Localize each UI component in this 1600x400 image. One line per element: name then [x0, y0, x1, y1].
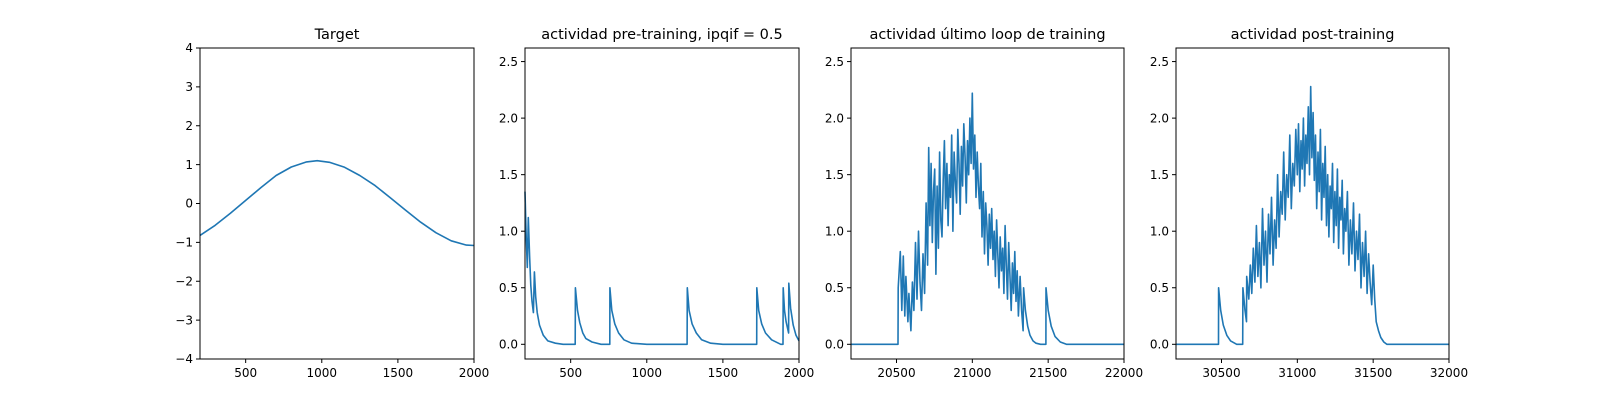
y-tick-label: −1 [175, 236, 193, 250]
series-line [851, 92, 1124, 346]
chart-panel-2: 500 1000 1500 2000 0.0 0.5 1.0 1.5 2.0 2.5 activid… [499, 27, 814, 380]
x-tick-label: 22000 [1105, 366, 1143, 380]
y-tick-label: 4 [185, 41, 193, 55]
x-tick-label: 31500 [1354, 366, 1392, 380]
series-line [1176, 85, 1449, 346]
chart-title: actividad post-training [1231, 27, 1395, 43]
y-tick-label: −4 [175, 352, 193, 366]
y-tick-label: 1.0 [499, 224, 518, 238]
x-tick-label: 30500 [1202, 366, 1240, 380]
y-tick-label: 0.5 [1150, 281, 1169, 295]
y-tick-label: 0.5 [499, 281, 518, 295]
y-tick-label: 1.0 [825, 224, 844, 238]
y-tick-label: −2 [175, 274, 193, 288]
y-tick-label: 0.0 [825, 337, 844, 351]
y-tick-label: 2.5 [499, 55, 518, 69]
y-tick-label: 0 [185, 197, 193, 211]
y-tick-label: 1.0 [1150, 224, 1169, 238]
y-tick-label: 1 [185, 158, 193, 172]
y-tick-label: 3 [185, 80, 193, 94]
x-tick-label: 500 [234, 366, 257, 380]
x-tick-label: 31000 [1278, 366, 1316, 380]
y-tick-label: 2 [185, 119, 193, 133]
y-tick-label: 1.5 [825, 168, 844, 182]
y-tick-label: 0.5 [825, 281, 844, 295]
chart-title: Target [314, 27, 360, 43]
chart-panel-4: 30500 31000 31500 32000 0.0 0.5 1.0 1.5 2.0 2.5 ac… [1150, 27, 1468, 380]
y-tick-label: 1.5 [499, 168, 518, 182]
axes-frame [1175, 47, 1450, 360]
x-tick-label: 1500 [708, 366, 739, 380]
y-tick-label: 0.0 [1150, 337, 1169, 351]
x-tick-label: 32000 [1430, 366, 1468, 380]
x-tick-label: 1000 [307, 366, 338, 380]
x-tick-label: 20500 [877, 366, 915, 380]
y-tick-label: 0.0 [499, 337, 518, 351]
axes-frame [850, 47, 1125, 360]
y-tick-label: 1.5 [1150, 168, 1169, 182]
y-tick-label: −3 [175, 313, 193, 327]
y-tick-label: 2.5 [1150, 55, 1169, 69]
axes-frame [524, 47, 800, 360]
chart-title: actividad pre-training, ipqif = 0.5 [541, 27, 782, 43]
y-tick-label: 2.5 [825, 55, 844, 69]
x-tick-label: 1500 [383, 366, 414, 380]
chart-title: actividad último loop de training [869, 27, 1105, 43]
y-tick-label: 2.0 [825, 111, 844, 125]
x-tick-label: 2000 [784, 366, 815, 380]
series-line [199, 159, 475, 247]
chart-panel-1: 500 1000 1500 2000 −4 −3 −2 −1 0 1 2 3 4 Target [175, 27, 489, 380]
series-line [524, 191, 800, 346]
y-tick-label: 2.0 [499, 111, 518, 125]
x-tick-label: 1000 [632, 366, 663, 380]
y-tick-label: 2.0 [1150, 111, 1169, 125]
x-tick-label: 21500 [1029, 366, 1067, 380]
x-tick-label: 2000 [459, 366, 490, 380]
x-tick-label: 500 [559, 366, 582, 380]
x-tick-label: 21000 [953, 366, 991, 380]
chart-panel-3: 20500 21000 21500 22000 0.0 0.5 1.0 1.5 2.0 2.5 ac… [825, 27, 1143, 380]
